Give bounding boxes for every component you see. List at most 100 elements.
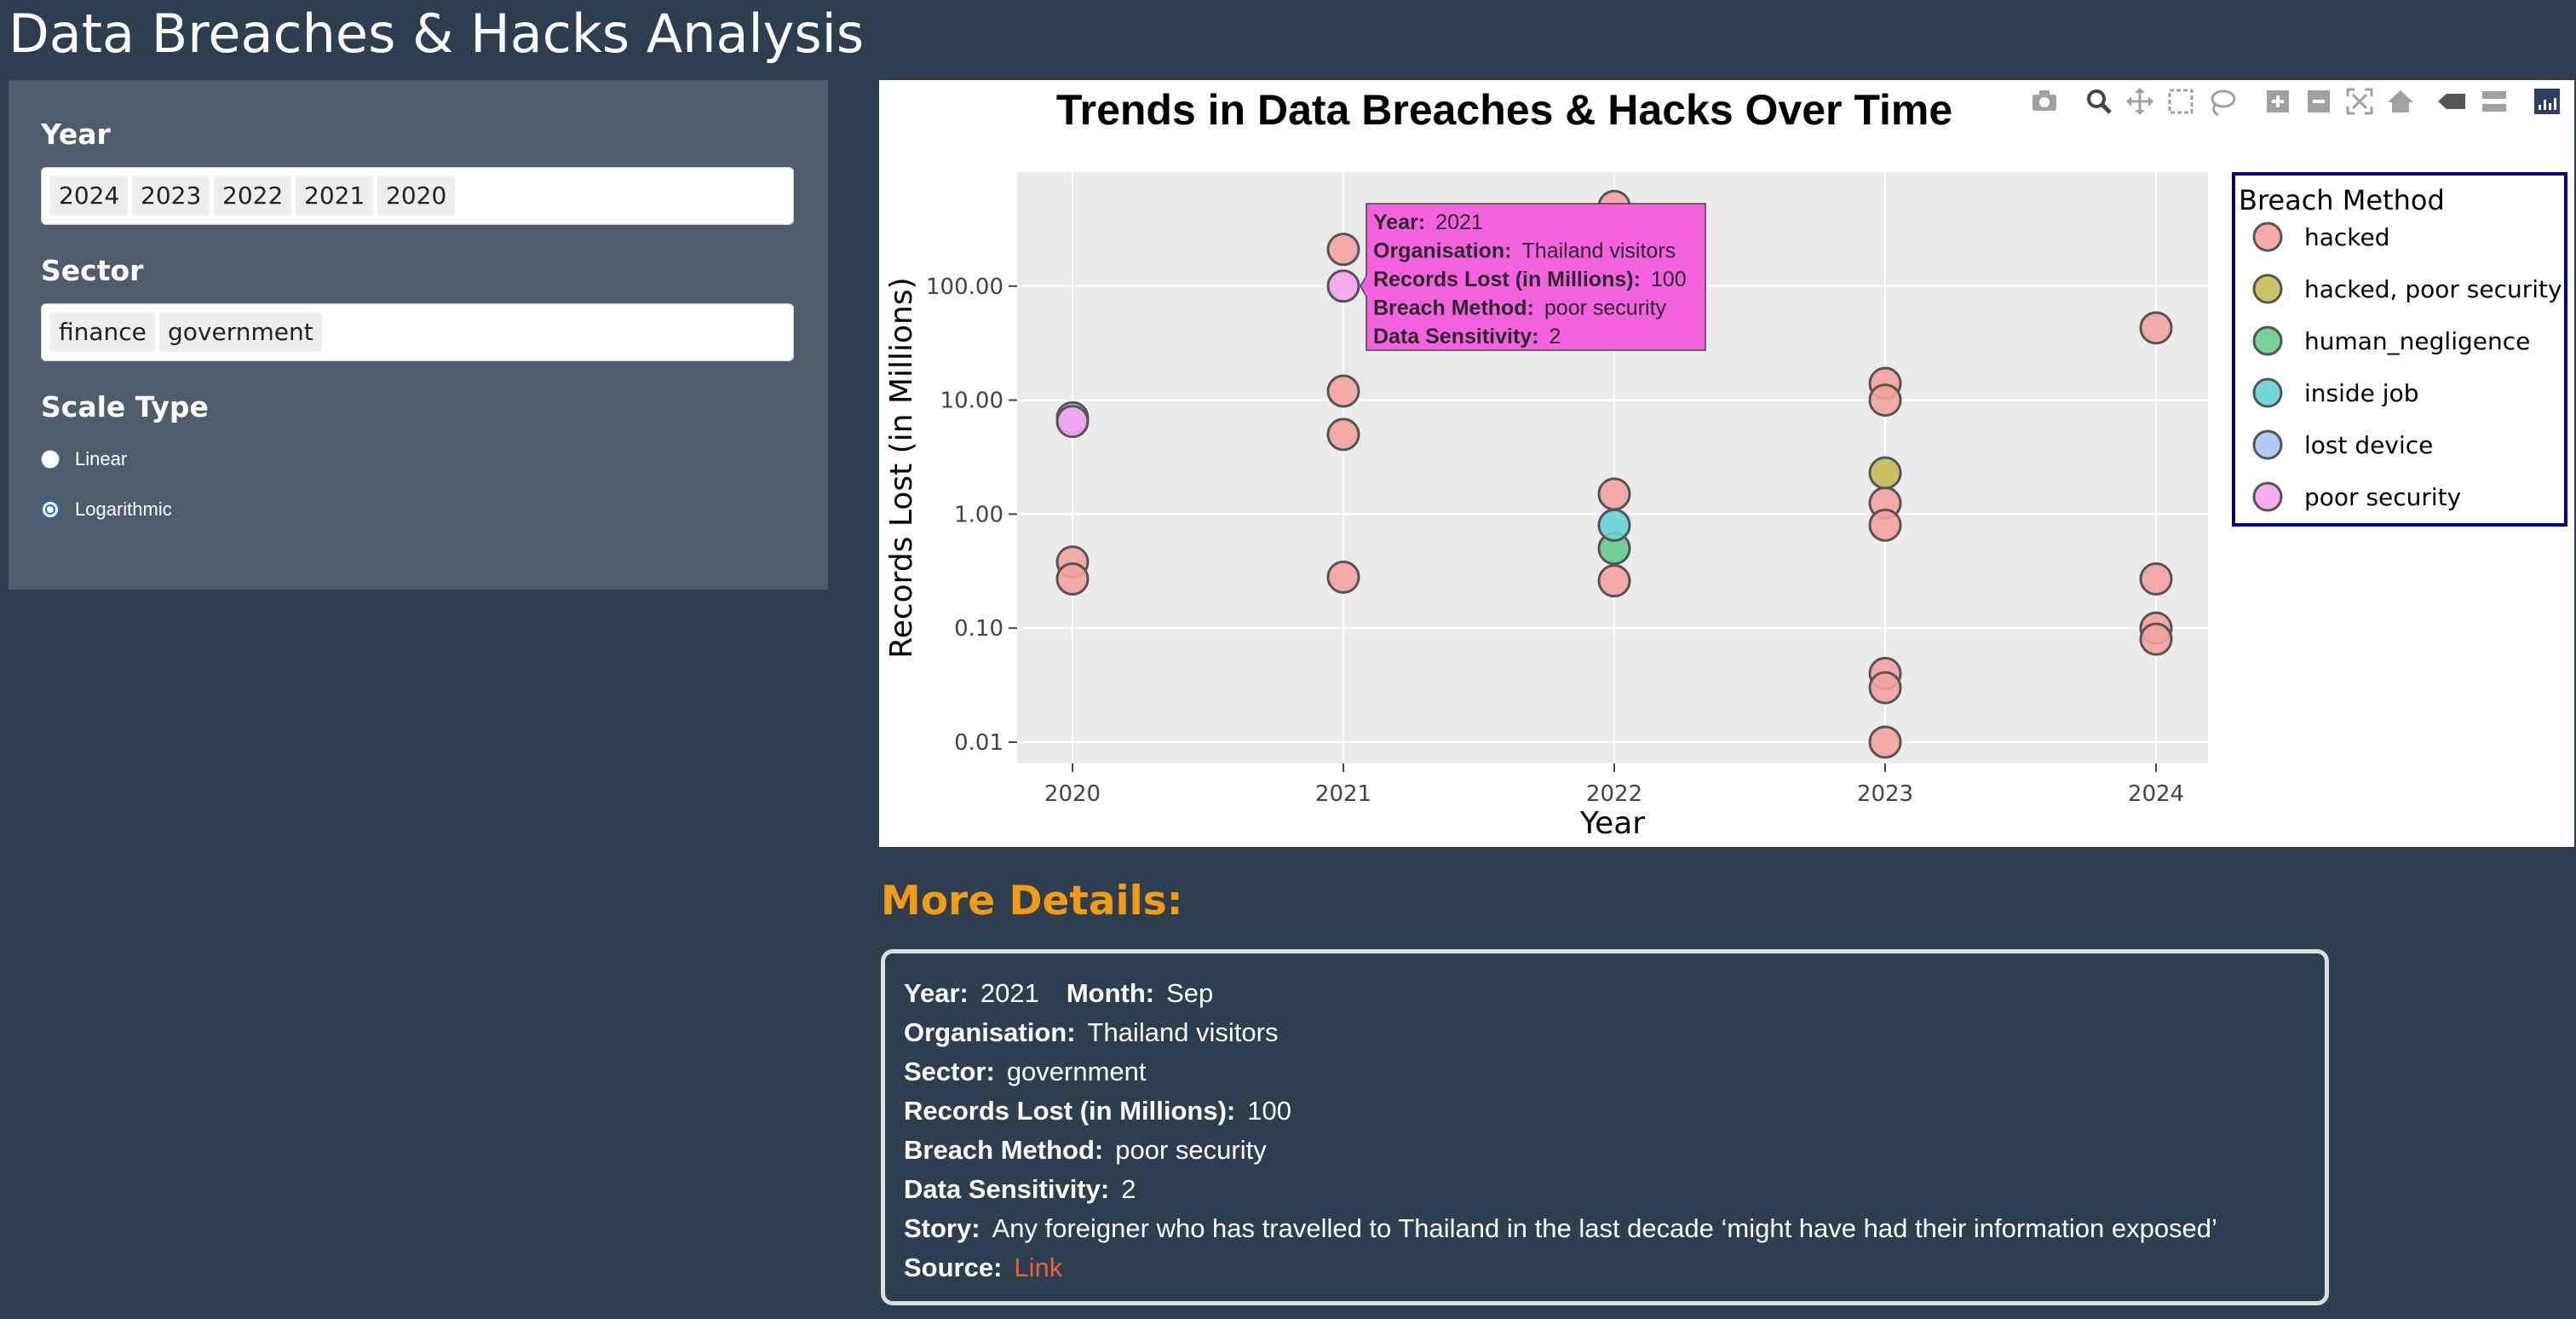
radio-button-selected[interactable] [41,500,60,519]
data-point[interactable] [1326,269,1360,303]
tooltip-key: Organisation: [1373,239,1512,263]
legend-marker[interactable] [2252,429,2283,460]
detail-month-label: Month: [1066,978,1155,1008]
y-axis-ticks: 0.01 0.10 1.00 10.00 100.00 [926,274,1017,756]
detail-story-label: Story: [904,1213,980,1243]
detail-year-value: 2021 [980,978,1039,1008]
detail-sector: Sector: government [904,1055,1147,1089]
detail-sensitivity-label: Data Sensitivity: [904,1174,1110,1204]
legend-marker[interactable] [2252,377,2283,408]
x-tick-label: 2020 [1044,781,1101,807]
data-point[interactable] [1597,564,1631,598]
data-point[interactable] [1326,374,1360,408]
chart-panel: Trends in Data Breaches & Hacks Over Tim… [879,80,2574,847]
legend-marker[interactable] [2252,325,2283,356]
autoscale-icon[interactable] [2346,88,2373,115]
detail-records-label: Records Lost (in Millions): [904,1096,1236,1126]
x-tick-label: 2024 [2128,781,2184,807]
detail-method-value: poor security [1115,1135,1267,1165]
tooltip-value: Thailand visitors [1522,239,1676,263]
legend-marker[interactable] [2252,222,2283,252]
sector-select[interactable]: finance government [41,303,794,361]
chart-title: Trends in Data Breaches & Hacks Over Tim… [1056,86,1952,134]
data-point[interactable] [2139,562,2173,596]
data-point[interactable] [1868,671,1902,705]
data-points [1055,189,2173,759]
legend-entry[interactable]: hacked, poor security [2304,275,2562,303]
zoom-out-icon[interactable] [2308,90,2330,112]
hover-closest-icon[interactable] [2438,94,2465,109]
data-point[interactable] [1868,456,1902,490]
y-tick-label: 10.00 [940,389,1003,414]
legend-marker[interactable] [2252,274,2283,304]
sector-chip[interactable]: government [159,313,322,352]
tooltip-line: Year: 2021 [1373,210,1483,234]
detail-year-label: Year: [904,978,969,1008]
detail-org-label: Organisation: [904,1017,1076,1047]
tooltip-line: Breach Method: poor security [1373,297,1667,320]
data-point[interactable] [1326,233,1360,267]
legend-entry[interactable]: human_negligence [2304,327,2530,355]
source-link[interactable]: Link [1014,1253,1063,1282]
zoom-in-icon[interactable] [2267,90,2289,112]
year-filter-label: Year [41,118,111,151]
year-chip[interactable]: 2022 [214,176,292,216]
year-select[interactable]: 2024 2023 2022 2021 2020 [41,167,794,225]
legend-entry[interactable]: poor security [2304,483,2461,511]
data-point[interactable] [1326,418,1360,452]
plotly-logo-icon[interactable] [2534,89,2560,114]
year-chip[interactable]: 2023 [132,176,210,216]
legend-entry[interactable]: inside job [2304,379,2418,407]
detail-organisation: Organisation: Thailand visitors [904,1016,1279,1050]
pan-icon[interactable] [2126,88,2153,115]
scatter-chart: Trends in Data Breaches & Hacks Over Tim… [884,86,2567,841]
sector-chip[interactable]: finance [50,313,155,352]
tooltip-line: Organisation: Thailand visitors [1373,239,1676,263]
detail-sensitivity: Data Sensitivity: 2 [904,1172,1136,1207]
year-chip[interactable]: 2024 [50,176,129,216]
tooltip-value: poor security [1544,297,1667,320]
detail-records: Records Lost (in Millions): 100 [904,1094,1291,1128]
hover-compare-icon[interactable] [2482,91,2506,112]
y-tick-label: 0.01 [954,730,1003,756]
box-select-icon[interactable] [2168,89,2194,114]
x-axis-title: Year [1579,806,1645,841]
detail-story-value: Any foreigner who has travelled to Thail… [992,1213,2217,1243]
data-point[interactable] [1055,405,1090,439]
data-point[interactable] [2139,311,2173,345]
legend-box [2232,172,2567,527]
detail-story: Story: Any foreigner who has travelled to… [904,1212,2217,1246]
legend-marker[interactable] [2252,481,2283,512]
tooltip-value: 2021 [1435,210,1483,234]
detail-sector-value: government [1006,1057,1147,1086]
lasso-select-icon[interactable] [2211,89,2236,117]
year-chip[interactable]: 2021 [296,176,374,216]
zoom-icon[interactable] [2087,89,2112,114]
detail-source-label: Source: [904,1253,1003,1282]
detail-month-value: Sep [1166,978,1214,1008]
legend-title: Breach Method [2239,184,2445,216]
data-point[interactable] [2139,622,2173,656]
detail-method: Breach Method: poor security [904,1133,1267,1167]
radio-button[interactable] [41,450,60,469]
filter-panel: Year 2024 2023 2022 2021 2020 Sector fin… [9,80,828,590]
data-point[interactable] [1597,508,1631,542]
legend-entry[interactable]: hacked [2304,223,2390,251]
data-point[interactable] [1597,477,1631,511]
data-point[interactable] [1868,725,1902,759]
legend-entry[interactable]: lost device [2304,431,2433,459]
legend: Breach Method hacked hacked, poor security… [2232,172,2567,527]
data-point[interactable] [1868,383,1902,418]
reset-axes-icon[interactable] [2388,90,2413,112]
year-chip[interactable]: 2020 [377,176,456,216]
data-point[interactable] [1055,562,1090,596]
data-point[interactable] [1326,560,1360,594]
detail-sensitivity-value: 2 [1121,1174,1136,1204]
tooltip-line: Records Lost (in Millions): 100 [1373,268,1687,291]
data-point[interactable] [1868,508,1902,542]
x-tick-label: 2022 [1586,781,1642,807]
camera-icon[interactable] [2033,90,2056,111]
y-tick-label: 1.00 [954,502,1003,527]
tooltip-joint [1366,276,1368,296]
modebar [2033,88,2560,117]
